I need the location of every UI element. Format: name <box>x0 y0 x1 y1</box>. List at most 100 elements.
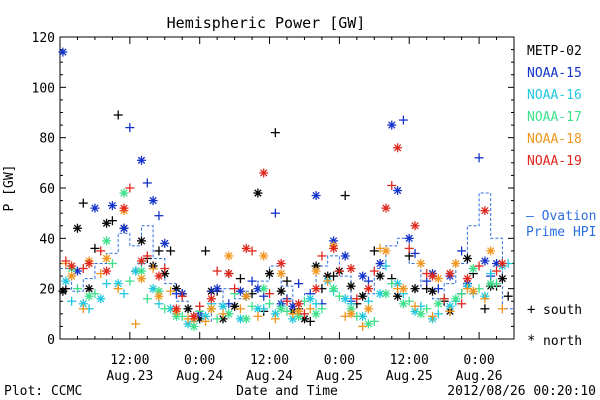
north-marker-d2 <box>312 191 320 200</box>
south-marker <box>160 304 170 314</box>
north-marker <box>241 291 251 301</box>
north-marker-d2 <box>463 274 472 283</box>
north-marker <box>183 304 193 314</box>
north-marker-d2 <box>294 300 303 308</box>
north-marker-d2 <box>428 272 437 280</box>
north-marker <box>218 301 228 311</box>
y-axis-label: P [GW] <box>2 165 17 212</box>
north-marker <box>253 284 263 294</box>
north-marker <box>259 284 269 294</box>
north-marker-d2 <box>364 285 373 293</box>
north-marker-d2 <box>260 285 268 293</box>
north-marker-d2 <box>498 259 507 268</box>
south-marker <box>410 301 420 311</box>
north-marker <box>480 206 490 216</box>
north-marker <box>329 243 339 253</box>
north-marker-d2 <box>114 279 122 288</box>
north-marker <box>410 221 420 231</box>
legend-model-label-1: — Ovation <box>526 209 596 224</box>
north-marker-d2 <box>242 244 250 253</box>
south-marker <box>457 299 467 309</box>
north-marker-d2 <box>59 287 67 295</box>
north-marker <box>253 188 263 198</box>
north-marker-d2 <box>359 312 367 321</box>
legend: METP-02 NOAA-15 NOAA-16 NOAA-17 NOAA-18 NOAA-… <box>527 44 582 169</box>
north-marker <box>329 284 339 294</box>
south-marker <box>142 251 152 261</box>
x-tick-time-label: 12:00 <box>110 353 149 368</box>
north-marker <box>311 309 321 319</box>
north-marker <box>107 201 117 211</box>
south-marker <box>445 306 455 316</box>
north-marker-d2 <box>487 279 495 288</box>
north-marker-d2 <box>312 310 320 318</box>
north-marker-d2 <box>411 307 419 315</box>
south-marker <box>294 279 304 289</box>
north-marker-d2 <box>102 237 111 245</box>
north-marker <box>428 271 438 281</box>
north-marker <box>102 266 112 276</box>
north-marker-d2 <box>277 259 285 268</box>
north-marker <box>189 321 199 331</box>
north-marker <box>358 291 368 301</box>
south-marker <box>119 289 129 299</box>
south-marker <box>201 246 211 256</box>
north-marker <box>387 120 397 130</box>
north-marker <box>311 284 321 294</box>
north-marker-d2 <box>271 310 280 318</box>
north-marker <box>119 188 129 198</box>
north-marker-d2 <box>190 322 198 331</box>
north-marker-d2 <box>155 292 163 300</box>
north-marker-d2 <box>492 259 501 268</box>
south-marker <box>387 279 397 289</box>
north-marker <box>381 289 391 299</box>
south-marker <box>363 296 373 306</box>
north-marker-d2 <box>149 285 157 293</box>
north-marker <box>58 286 68 296</box>
north-marker-d2 <box>120 189 128 197</box>
north-marker-d2 <box>155 272 163 280</box>
south-marker <box>113 110 123 120</box>
south-marker <box>212 314 222 324</box>
north-marker-d2 <box>59 48 67 56</box>
y-tick-label: 80 <box>39 132 55 147</box>
south-marker <box>369 246 379 256</box>
south-marker <box>195 301 205 311</box>
north-marker-d2 <box>73 224 82 232</box>
south-marker <box>311 299 321 309</box>
south-marker <box>177 291 187 301</box>
south-marker <box>148 264 158 274</box>
north-marker-d2 <box>190 312 198 321</box>
north-marker-d2 <box>254 305 262 313</box>
legend-entry: NOAA-18 <box>527 132 582 147</box>
south-marker <box>154 246 164 256</box>
north-marker-d2 <box>382 204 390 212</box>
north-marker-d2 <box>417 310 425 318</box>
legend-entry: NOAA-16 <box>527 88 582 103</box>
north-marker-d2 <box>481 257 489 265</box>
north-marker-d2 <box>376 259 384 268</box>
north-marker <box>451 294 461 304</box>
north-marker-d2 <box>312 285 320 293</box>
north-marker-d2 <box>137 257 146 265</box>
north-marker-d2 <box>161 239 169 248</box>
y-tick-label: 60 <box>39 182 55 197</box>
north-marker <box>113 279 123 289</box>
north-marker <box>102 218 112 228</box>
north-marker-d2 <box>225 310 233 318</box>
north-marker-d2 <box>201 312 210 321</box>
north-marker-d2 <box>67 262 76 270</box>
north-marker <box>480 256 490 266</box>
south-marker <box>340 191 350 201</box>
y-tick-label: 100 <box>32 81 55 96</box>
south-marker <box>480 294 490 304</box>
south-marker <box>480 304 490 314</box>
south-marker <box>72 284 82 294</box>
north-marker-d2 <box>329 285 338 293</box>
north-marker-d2 <box>62 277 70 285</box>
north-marker-d2 <box>102 254 111 263</box>
north-marker <box>212 284 222 294</box>
north-marker <box>90 203 100 213</box>
north-marker <box>276 269 286 279</box>
